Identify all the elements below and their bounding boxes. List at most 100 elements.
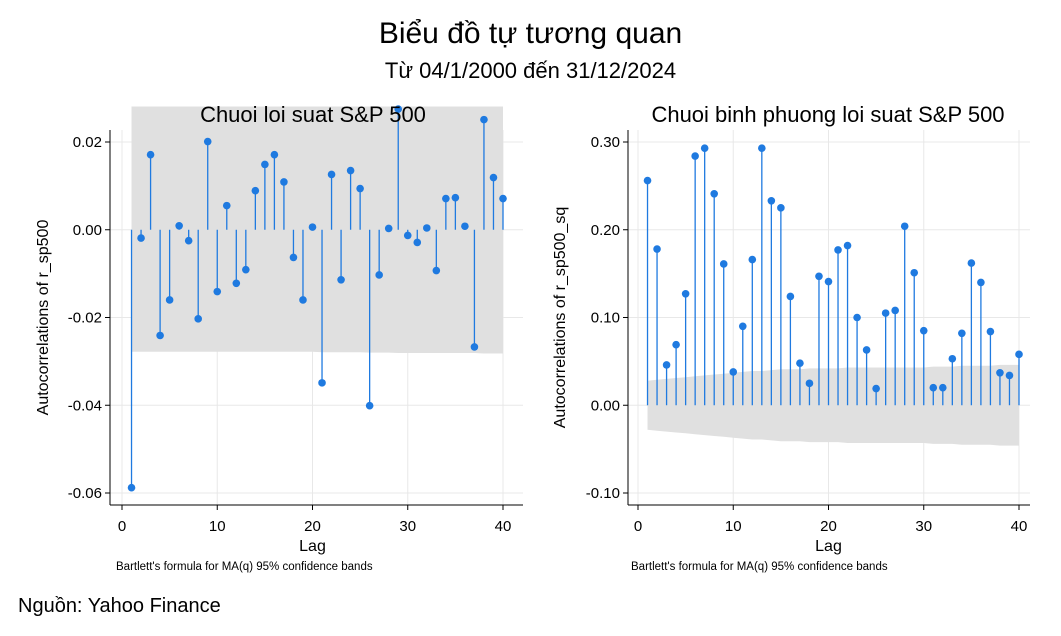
acf-point: [919, 326, 928, 335]
x-tick-label: 0: [634, 518, 642, 535]
y-axis-label: Autocorrelations of r_sp500: [35, 220, 52, 416]
confidence-band: [647, 364, 1019, 446]
acf-point: [337, 275, 345, 284]
acf-point: [805, 379, 814, 388]
x-tick-label: 40: [495, 518, 512, 535]
acf-point: [156, 331, 164, 340]
y-tick-label: 0.10: [591, 310, 620, 327]
acf-point: [308, 223, 317, 231]
acf-point: [442, 194, 450, 203]
x-tick-label: 40: [1011, 518, 1028, 535]
acf-point: [470, 343, 479, 351]
acf-point: [643, 176, 652, 185]
y-tick-label: 0.30: [591, 134, 620, 151]
acf-point: [184, 236, 193, 245]
acf-point: [375, 271, 383, 279]
bartlett-note: Bartlett's formula for MA(q) 95% confide…: [631, 561, 888, 573]
acf-point: [394, 105, 403, 113]
acf-point: [862, 346, 871, 354]
acf-point: [891, 306, 899, 315]
acf-point: [499, 194, 507, 203]
acf-point: [280, 178, 288, 186]
x-tick-label: 20: [304, 518, 321, 535]
acf-point: [996, 368, 1004, 377]
acf-point: [461, 222, 469, 231]
acf-point: [700, 144, 709, 152]
x-tick-label: 0: [118, 518, 126, 535]
acf-point: [261, 160, 269, 169]
acf-point: [815, 272, 823, 281]
acf-point: [242, 265, 250, 274]
acf-point: [777, 204, 785, 212]
acf-point: [662, 361, 671, 369]
y-tick-label: -0.04: [68, 397, 102, 414]
acf-point: [910, 268, 919, 277]
y-axis-label: Autocorrelations of r_sp500_sq: [552, 207, 569, 428]
acf-point: [1015, 350, 1023, 359]
acf-point: [767, 196, 776, 205]
acf-point: [691, 152, 699, 160]
panel-left: -0.06 -0.04 -0.02 0.00 0.02 0 10 20 30 40 Chuoi lo…: [35, 102, 523, 573]
acf-point: [213, 287, 222, 296]
x-axis-label: Lag: [299, 538, 326, 555]
acf-point: [824, 277, 833, 286]
acf-point: [977, 278, 985, 287]
confidence-band: [131, 106, 503, 354]
acf-point: [796, 359, 804, 367]
acf-point: [672, 340, 680, 349]
acf-point: [232, 279, 241, 288]
acf-point: [289, 253, 298, 262]
y-tick-label: 0.00: [591, 397, 620, 414]
acf-point: [356, 184, 364, 193]
x-tick-label: 30: [915, 518, 932, 535]
acf-point: [222, 201, 231, 210]
source-note: Nguồn: Yahoo Finance: [18, 595, 221, 617]
acf-point: [843, 241, 852, 250]
acf-point: [758, 144, 766, 152]
acf-point: [929, 383, 938, 392]
acf-point: [432, 266, 441, 275]
y-tick-label: 0.20: [591, 222, 620, 239]
acf-point: [203, 137, 212, 146]
panel-title: Chuoi binh phuong loi suat S&P 500: [651, 102, 1004, 127]
acf-point: [451, 193, 460, 202]
acf-point: [748, 255, 757, 264]
acf-point: [872, 384, 880, 393]
acf-point: [881, 309, 890, 317]
acf-point: [146, 150, 155, 159]
y-tick-label: 0.00: [73, 222, 102, 239]
x-tick-label: 10: [725, 518, 742, 535]
acf-point: [1005, 371, 1014, 380]
acf-point: [251, 186, 260, 195]
y-tick-label: 0.02: [73, 134, 102, 151]
acf-point: [834, 246, 842, 254]
acf-point: [967, 259, 976, 267]
acf-point: [729, 368, 738, 376]
acf-point: [653, 245, 661, 253]
x-tick-label: 10: [209, 518, 226, 535]
y-tick-label: -0.10: [586, 485, 620, 502]
acf-point: [948, 354, 957, 363]
y-tick-label: -0.02: [68, 310, 102, 327]
acf-point: [175, 222, 183, 230]
acf-point: [137, 234, 145, 242]
acf-point: [346, 166, 355, 175]
x-axis-label: Lag: [815, 538, 842, 555]
acf-point: [403, 231, 412, 240]
acf-point: [423, 224, 431, 232]
panel-title: Chuoi loi suat S&P 500: [200, 102, 426, 127]
acf-point: [327, 170, 336, 179]
acf-point: [299, 296, 307, 304]
main-title: Biểu đồ tự tương quan: [378, 17, 683, 50]
bartlett-note: Bartlett's formula for MA(q) 95% confide…: [116, 561, 373, 573]
acf-point: [165, 296, 174, 304]
panel-right: -0.10 0.00 0.10 0.20 0.30 0 10 20 30 40 Chuoi binh…: [552, 102, 1030, 573]
acf-point: [384, 224, 393, 233]
x-tick-label: 20: [820, 518, 837, 535]
acf-point: [194, 315, 202, 323]
acf-point: [365, 401, 374, 410]
acf-point: [719, 260, 728, 268]
acf-point: [489, 173, 498, 182]
acf-point: [270, 150, 279, 159]
